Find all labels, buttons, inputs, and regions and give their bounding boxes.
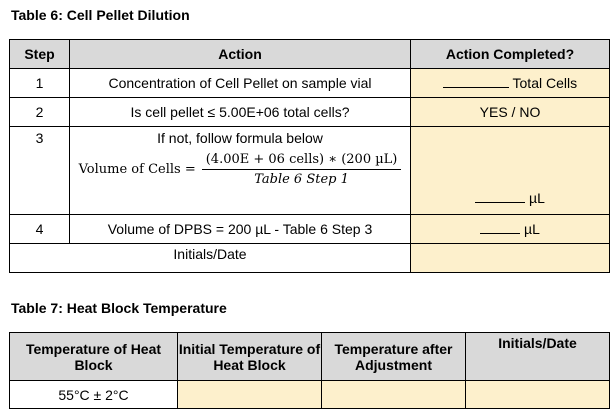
- entry-unit: Total Cells: [512, 75, 578, 91]
- header-initial-temperature: Initial Temperature of Heat Block: [177, 332, 322, 381]
- header-step: Step: [9, 39, 70, 69]
- step-action: If not, follow formula below: [157, 130, 323, 146]
- formula-numerator: (4.00E + 06 cells) ∗ (200 µL): [201, 152, 402, 170]
- entry-blank: [475, 190, 526, 203]
- table-row: 1 Concentration of Cell Pellet on sample…: [9, 68, 610, 98]
- table-row: 2 Is cell pellet ≤ 5.00E+06 total cells?…: [9, 97, 610, 127]
- initial-temperature-entry[interactable]: [177, 380, 322, 409]
- temperature-after-entry[interactable]: [321, 380, 466, 409]
- entry-unit: µL: [524, 221, 540, 237]
- table-row: 55°C ± 2°C: [9, 380, 610, 409]
- header-temperature: Temperature of Heat Block: [9, 332, 178, 381]
- formula-denominator: Table 6 Step 1: [254, 172, 349, 187]
- header-action: Action: [69, 39, 411, 69]
- table7-title: Table 7: Heat Block Temperature: [11, 300, 227, 316]
- step-number: 4: [9, 214, 70, 244]
- table6-title: Table 6: Cell Pellet Dilution: [11, 7, 190, 23]
- yes-no-entry[interactable]: YES / NO: [410, 97, 610, 127]
- volume-dpbs-entry[interactable]: µL: [410, 214, 610, 244]
- total-cells-entry[interactable]: Total Cells: [410, 68, 610, 98]
- step-action: Concentration of Cell Pellet on sample v…: [69, 68, 411, 98]
- entry-blank: [480, 221, 521, 234]
- table-row: 3 If not, follow formula below Volume of…: [9, 126, 610, 215]
- step-action-with-formula: If not, follow formula below Volume of C…: [69, 126, 411, 215]
- table-row: 4 Volume of DPBS = 200 µL - Table 6 Step…: [9, 214, 610, 244]
- step-number: 2: [9, 97, 70, 127]
- header-temperature-after: Temperature after Adjustment: [321, 332, 466, 381]
- formula-lhs: Volume of Cells =: [78, 162, 196, 177]
- entry-unit: µL: [529, 190, 545, 206]
- header-action-completed: Action Completed?: [410, 39, 610, 69]
- step-number: 1: [9, 68, 70, 98]
- initials-date-entry[interactable]: [410, 243, 610, 273]
- step-action: Is cell pellet ≤ 5.00E+06 total cells?: [69, 97, 411, 127]
- table-row: Initials/Date: [9, 243, 610, 273]
- initials-date-entry[interactable]: [465, 380, 610, 409]
- step-action: Volume of DPBS = 200 µL - Table 6 Step 3: [69, 214, 411, 244]
- heat-block-temperature-table: Temperature of Heat Block Initial Temper…: [9, 332, 610, 409]
- initials-date-label: Initials/Date: [9, 243, 411, 273]
- temperature-value: 55°C ± 2°C: [9, 380, 178, 409]
- header-initials-date: Initials/Date: [465, 332, 610, 381]
- entry-blank: [442, 75, 509, 88]
- volume-cells-entry[interactable]: µL: [410, 126, 610, 215]
- volume-formula: Volume of Cells = (4.00E + 06 cells) ∗ (…: [70, 152, 410, 187]
- step-number: 3: [9, 126, 70, 215]
- cell-pellet-dilution-table: Step Action Action Completed? 1 Concentr…: [9, 39, 610, 273]
- formula-fraction: (4.00E + 06 cells) ∗ (200 µL) Table 6 St…: [201, 152, 402, 187]
